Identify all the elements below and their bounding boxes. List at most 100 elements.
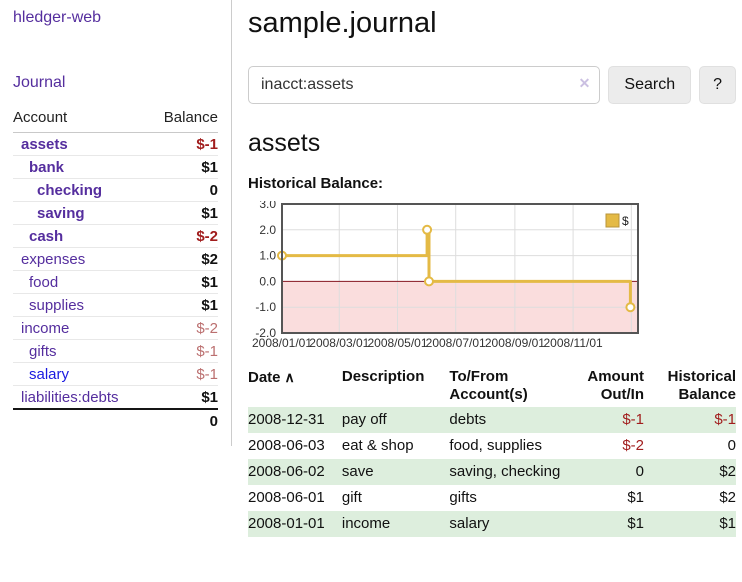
- account-link[interactable]: liabilities:debts: [21, 389, 119, 406]
- register-description-cell: pay off: [341, 411, 387, 428]
- transaction-date-link[interactable]: 2008-01-01: [248, 515, 325, 532]
- clear-search-icon[interactable]: ✕: [578, 75, 591, 91]
- account-balance: $-1: [148, 132, 218, 156]
- account-link[interactable]: saving: [37, 205, 85, 222]
- account-row: liabilities:debts $1: [13, 386, 218, 410]
- register-accounts-cell: debts: [449, 411, 487, 428]
- transaction-date-link[interactable]: 2008-06-02: [248, 463, 325, 480]
- register-amount-cell: 0: [635, 463, 645, 480]
- account-link[interactable]: gifts: [29, 343, 57, 360]
- chart-title: Historical Balance:: [248, 175, 384, 192]
- account-cell: expenses: [13, 247, 149, 271]
- y-axis-tick-label: 2.0: [259, 223, 276, 237]
- account-link[interactable]: checking: [37, 182, 103, 199]
- register-accounts-cell: food, supplies: [449, 437, 542, 454]
- search-button[interactable]: Search: [608, 66, 692, 104]
- register-balance-cell: $2: [719, 463, 736, 480]
- account-link[interactable]: food: [29, 274, 59, 291]
- register-amount-cell: $1: [627, 515, 645, 532]
- legend-label: $: [622, 214, 629, 228]
- register-description-cell: income: [341, 515, 391, 532]
- account-link[interactable]: expenses: [21, 251, 86, 268]
- register-header-date-label: Date: [248, 369, 281, 386]
- account-balance: $1: [148, 270, 218, 294]
- y-axis-tick-label: 3.0: [259, 201, 276, 211]
- account-heading: assets: [248, 129, 321, 157]
- register-date-cell: 2008-06-02: [248, 459, 342, 485]
- account-balance: $1: [148, 201, 218, 225]
- register-header-description: Description: [341, 368, 425, 385]
- register-balance-cell: 0: [727, 437, 736, 454]
- account-row: salary $-1: [13, 362, 218, 386]
- historical-balance-chart: $ 3.0 2.0 1.0 0.0 -1.0 -2.02008/01/012008/03/…: [252, 201, 639, 350]
- account-link[interactable]: assets: [21, 136, 68, 153]
- transaction-date-link[interactable]: 2008-06-01: [248, 489, 325, 506]
- table-row: 2008-06-03 eat & shop food, supplies $-2 0: [248, 433, 736, 459]
- register-date-cell: 2008-06-01: [248, 485, 342, 511]
- x-axis-tick-label: 2008/07/01: [426, 336, 486, 350]
- account-row: cash $-2: [13, 224, 218, 248]
- sidebar-item-journal[interactable]: Journal: [13, 74, 66, 91]
- account-balance: $1: [148, 155, 218, 179]
- register-header-date[interactable]: Date ∧: [248, 365, 342, 407]
- account-balance: $1: [201, 389, 218, 406]
- account-row: checking 0: [13, 178, 218, 202]
- register-accounts-cell: gifts: [449, 489, 477, 506]
- accounts-header-account: Account: [13, 109, 149, 133]
- main-content: sample.journal ✕ Search ? assets Histori…: [248, 0, 736, 537]
- account-row: expenses $2: [13, 247, 218, 271]
- table-row: 2008-12-31 pay off debts $-1 $-1: [248, 407, 736, 433]
- x-axis-tick-label: 2008/03/01: [309, 336, 369, 350]
- legend-swatch-icon: [605, 213, 620, 228]
- account-cell: food: [13, 270, 149, 294]
- accounts-table: Account Balance assets $-1 bank $1 checking 0…: [13, 109, 218, 432]
- register-header-accounts: To/From Account(s): [449, 368, 528, 403]
- register-description-cell: eat & shop: [341, 437, 414, 454]
- account-link[interactable]: cash: [29, 228, 64, 245]
- account-balance: $1: [148, 293, 218, 317]
- register-header-amount: Amount Out/In: [587, 368, 645, 403]
- account-cell: bank: [13, 155, 149, 179]
- account-link[interactable]: supplies: [29, 297, 85, 314]
- x-axis-tick-label: 2008/01/01: [252, 336, 312, 350]
- y-axis-tick-label: 1.0: [259, 249, 276, 263]
- register-accounts-cell: saving, checking: [449, 463, 561, 480]
- y-axis-tick-label: -1.0: [255, 300, 276, 314]
- account-link[interactable]: income: [21, 320, 70, 337]
- register-amount-cell: $-1: [622, 411, 645, 428]
- transaction-date-link[interactable]: 2008-06-03: [248, 437, 325, 454]
- search-input[interactable]: [248, 66, 601, 104]
- account-balance: $-2: [148, 224, 218, 248]
- register-balance-cell: $2: [719, 489, 736, 506]
- account-link[interactable]: salary: [29, 366, 70, 383]
- account-row: bank $1: [13, 155, 218, 179]
- transaction-date-link[interactable]: 2008-12-31: [248, 411, 325, 428]
- register-date-cell: 2008-01-01: [248, 511, 342, 537]
- account-cell: income: [13, 316, 149, 340]
- search-form: ✕ Search ?: [248, 66, 736, 104]
- accounts-header-balance: Balance: [148, 109, 218, 133]
- account-link[interactable]: bank: [29, 159, 65, 176]
- help-button[interactable]: ?: [699, 66, 736, 104]
- account-row: food $1: [13, 270, 218, 294]
- chart-plot-border: [281, 203, 639, 334]
- register-date-cell: 2008-06-03: [248, 433, 342, 459]
- register-description-cell: save: [341, 463, 374, 480]
- account-row: saving $1: [13, 201, 218, 225]
- brand-link[interactable]: hledger-web: [13, 9, 102, 26]
- account-cell: cash: [13, 224, 149, 248]
- accounts-total-spacer: [13, 408, 149, 432]
- sidebar: hledger-web Journal Account Balance asse…: [0, 0, 232, 446]
- register-accounts-cell: salary: [449, 515, 490, 532]
- register-amount-cell: $-2: [622, 437, 645, 454]
- y-axis-tick-label: -2.0: [255, 326, 276, 340]
- accounts-total-row: 0: [13, 408, 218, 432]
- account-cell: liabilities:debts: [13, 386, 148, 410]
- table-row: 2008-06-02 save saving, checking 0 $2: [248, 459, 736, 485]
- table-row: 2008-06-01 gift gifts $1 $2: [248, 485, 736, 511]
- account-cell: salary: [13, 362, 149, 386]
- accounts-table-body: assets $-1 bank $1 checking 0 saving $1 cash $-2 e…: [13, 132, 218, 410]
- chart-data-point: [625, 302, 636, 313]
- accounts-total-value: 0: [148, 408, 218, 432]
- account-row: income $-2: [13, 316, 218, 340]
